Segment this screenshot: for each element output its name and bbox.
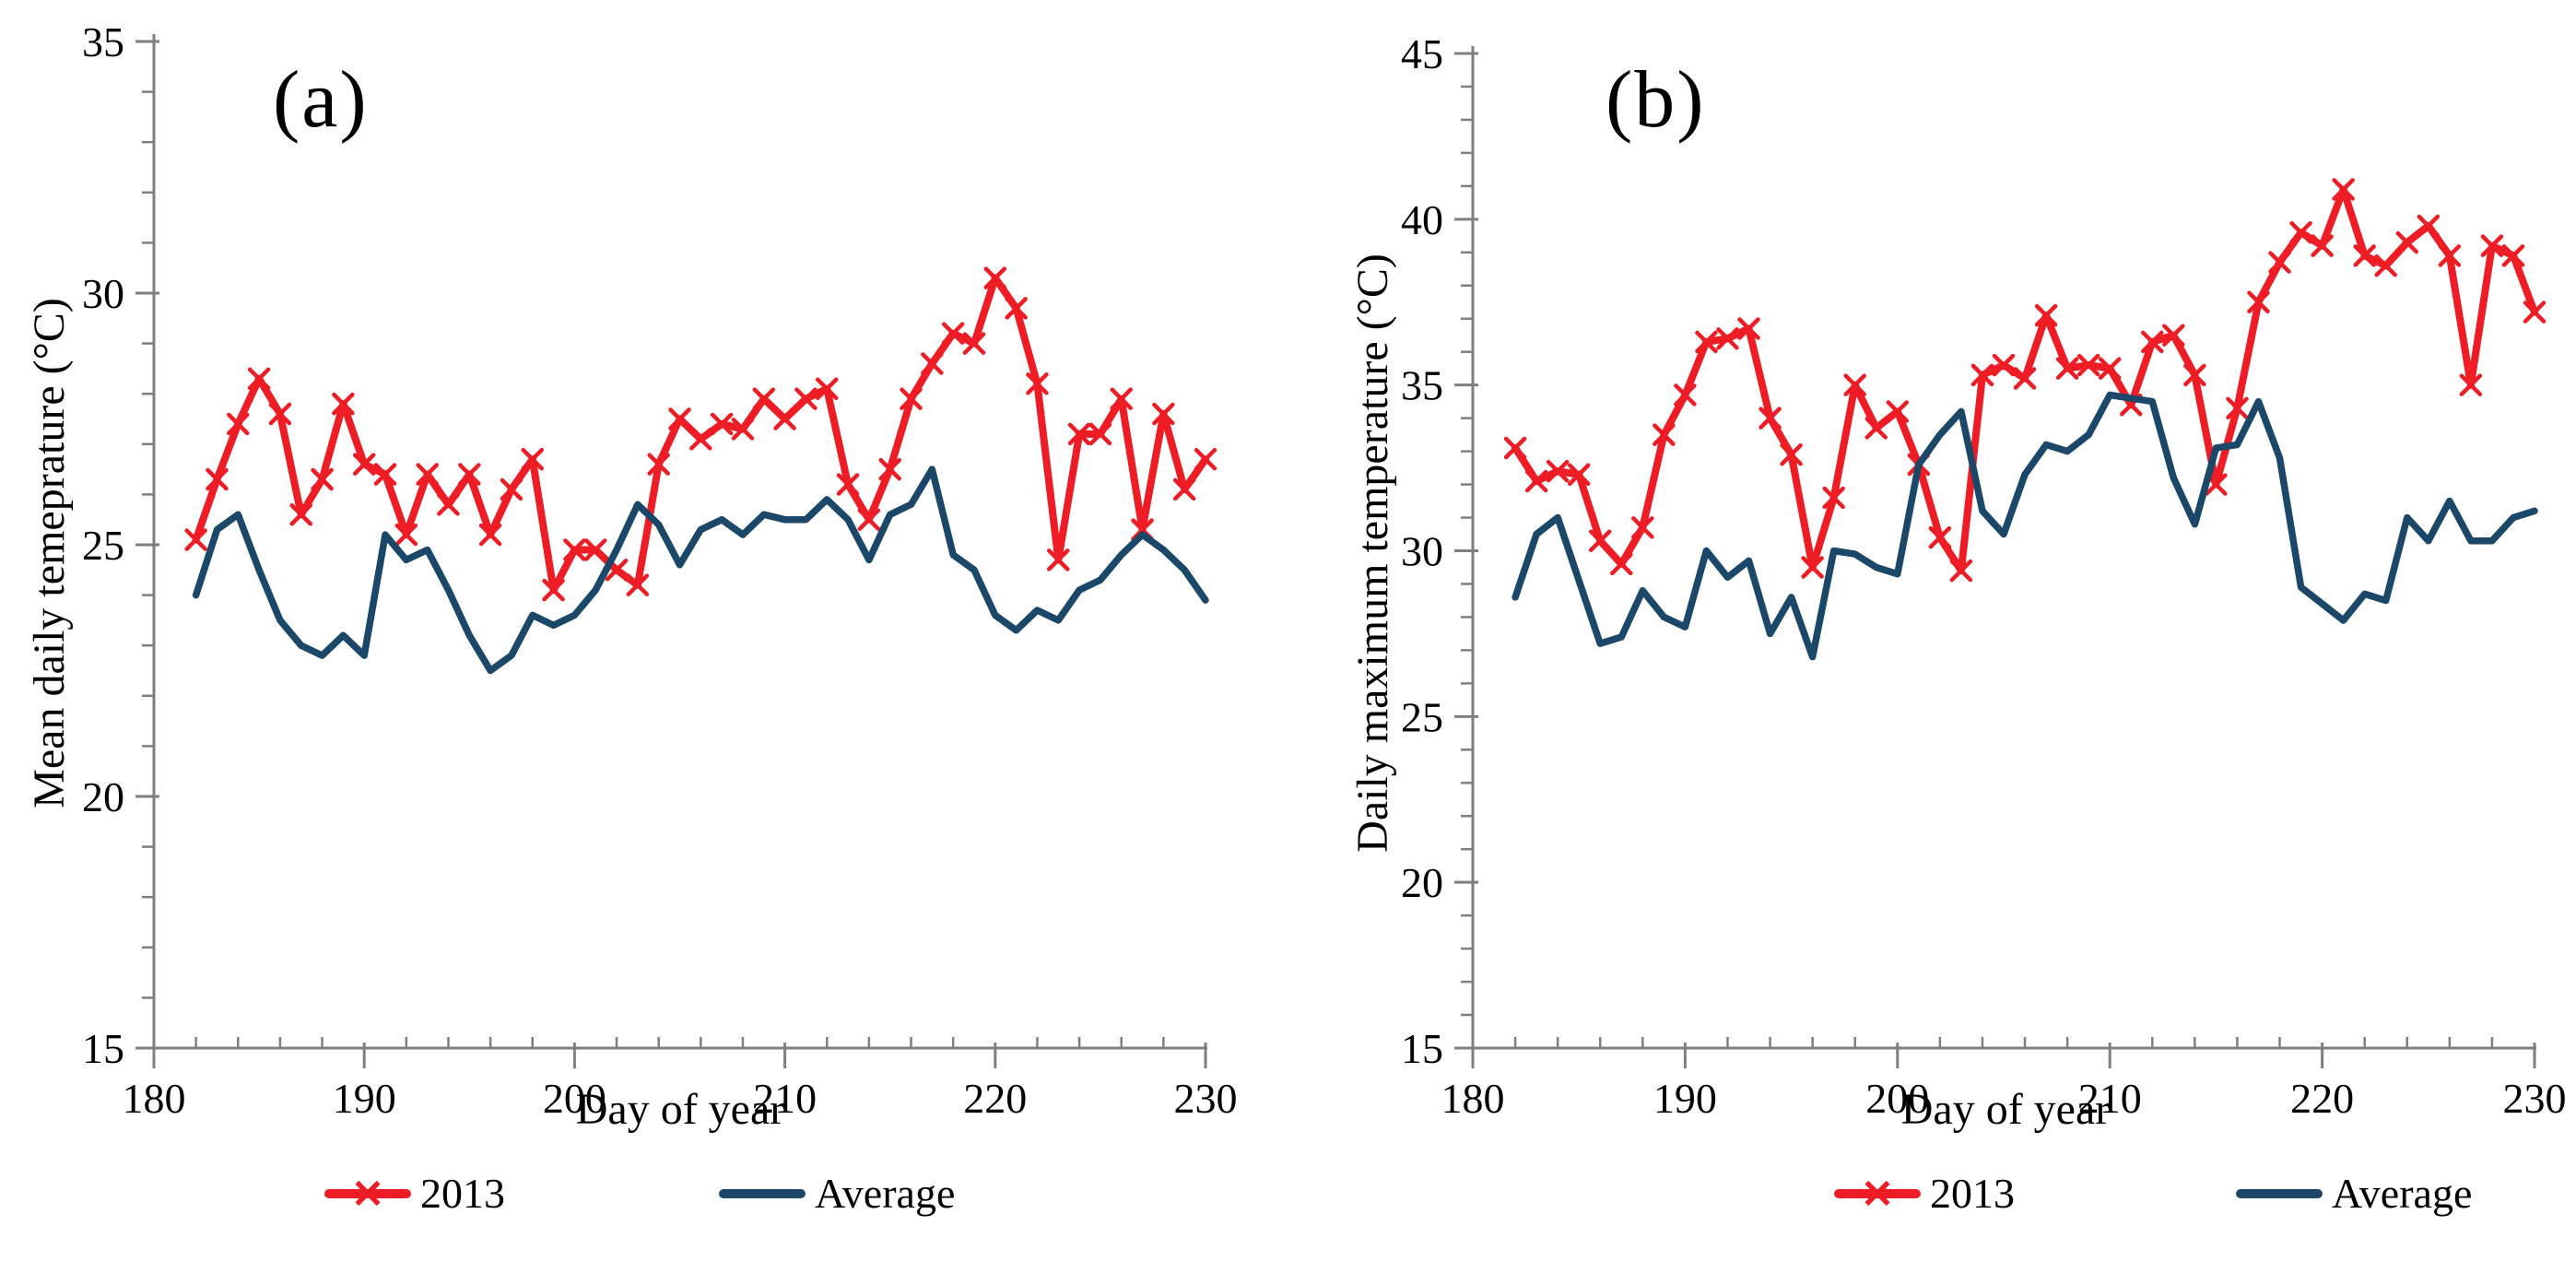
svg-text:20: 20 [1401,859,1443,906]
axes: 15 20 25 30 35 180 190 200 210 220 230 [82,18,1238,1122]
y-axis-title-b: Daily maximum temperature (°C) [1348,253,1397,853]
svg-text:30: 30 [82,270,124,317]
chart-panel-b: 15 20 25 30 35 40 45 180 190 200 210 220 230 [1401,30,2567,1122]
legend-a: × 2013 Average [324,1169,955,1218]
x-axis-title-a: Day of year [575,1085,785,1134]
svg-text:190: 190 [333,1075,396,1122]
y-axis-title-a: Mean daily temeprature (°C) [25,298,74,808]
chart-panel-a: 15 20 25 30 35 180 190 200 210 220 230 [82,18,1238,1122]
legend-item-average: Average [2236,1169,2472,1218]
svg-text:210: 210 [753,1075,817,1122]
svg-text:40: 40 [1401,196,1443,243]
x-axis-title-b: Day of year [1900,1085,2111,1134]
legend-label-2013: 2013 [420,1170,505,1217]
svg-text:230: 230 [2503,1075,2567,1122]
svg-text:20: 20 [82,773,124,820]
svg-text:180: 180 [123,1075,186,1122]
series-2013-markers [184,266,1217,602]
legend-item-average: Average [719,1169,955,1218]
series-average-line [192,466,1209,675]
svg-text:210: 210 [2078,1075,2142,1122]
axes: 15 20 25 30 35 40 45 180 190 200 210 220 230 [1401,30,2567,1122]
svg-text:220: 220 [2290,1075,2354,1122]
series-2013-line [192,274,1209,595]
x-marker-icon: × [1859,1166,1896,1217]
legend-label-2013: 2013 [1930,1170,2015,1217]
series-average-line-icon [719,1188,806,1198]
legend-item-2013: × 2013 [1834,1169,2015,1218]
svg-text:30: 30 [1401,528,1443,575]
svg-text:25: 25 [82,522,124,569]
svg-text:190: 190 [1653,1075,1717,1122]
svg-text:200: 200 [543,1075,606,1122]
series-average-line-icon [2236,1188,2323,1198]
series-2013-markers [1503,178,2547,583]
svg-text:35: 35 [82,18,124,65]
series-2013-line-icon: × [324,1171,411,1213]
panel-a-label: (a) [273,55,369,145]
svg-text:180: 180 [1441,1075,1505,1122]
panel-b-label: (b) [1606,55,1706,145]
x-marker-icon: × [349,1166,386,1217]
legend-label-average: Average [815,1170,956,1217]
legend-label-average: Average [2332,1170,2473,1217]
svg-text:230: 230 [1174,1075,1238,1122]
series-average-line [1511,391,2538,661]
legend-item-2013: × 2013 [324,1169,505,1218]
svg-text:25: 25 [1401,693,1443,740]
svg-text:15: 15 [82,1025,124,1072]
svg-text:45: 45 [1401,30,1443,77]
svg-text:200: 200 [1865,1075,1929,1122]
legend-b: × 2013 Average [1834,1169,2472,1218]
svg-text:220: 220 [963,1075,1027,1122]
svg-text:35: 35 [1401,362,1443,409]
svg-text:15: 15 [1401,1025,1443,1072]
series-2013-line-icon: × [1834,1171,1921,1213]
